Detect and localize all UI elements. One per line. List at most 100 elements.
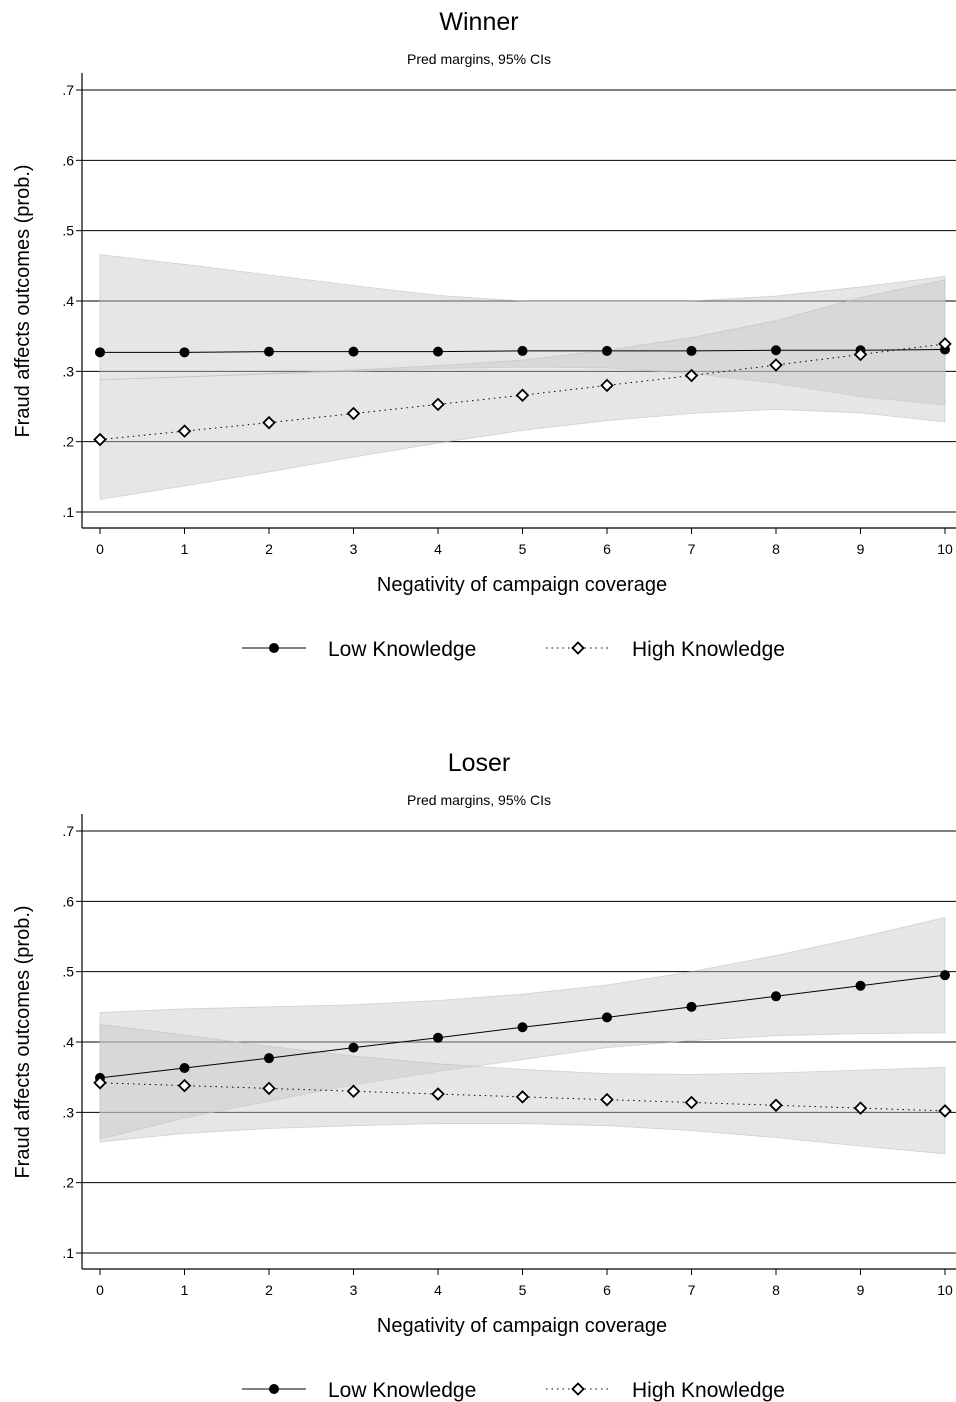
x-tick-label: 3 xyxy=(350,1282,358,1298)
x-tick-label: 5 xyxy=(519,541,527,557)
y-tick-label: .6 xyxy=(62,152,74,168)
data-point-low-knowledge xyxy=(348,346,359,357)
y-tick-label: .6 xyxy=(62,893,74,909)
x-tick-label: 9 xyxy=(857,541,865,557)
y-axis-label: Fraud affects outcomes (prob.) xyxy=(12,905,34,1178)
data-point-high-knowledge xyxy=(93,1076,107,1090)
data-point-high-knowledge xyxy=(684,368,699,383)
data-point-high-knowledge xyxy=(769,1098,783,1113)
data-point-high-knowledge xyxy=(515,1090,530,1104)
x-tick-label: 8 xyxy=(772,1282,780,1298)
data-point-high-knowledge xyxy=(177,1078,192,1093)
x-tick-label: 8 xyxy=(772,541,780,557)
data-point-high-knowledge xyxy=(600,378,614,393)
y-tick-label: .5 xyxy=(62,964,74,980)
legend-marker-low-knowledge xyxy=(269,1384,279,1394)
data-point-low-knowledge xyxy=(771,345,781,356)
x-tick-label: 7 xyxy=(688,1282,696,1298)
data-point-high-knowledge xyxy=(262,1081,276,1096)
x-tick-label: 1 xyxy=(181,541,189,557)
data-point-high-knowledge xyxy=(346,406,361,421)
data-point-low-knowledge xyxy=(602,345,612,356)
data-point-low-knowledge xyxy=(433,1032,443,1043)
data-point-low-knowledge xyxy=(95,347,105,358)
data-point-low-knowledge xyxy=(940,970,950,981)
y-axis-label: Fraud affects outcomes (prob.) xyxy=(12,164,34,437)
data-point-low-knowledge xyxy=(517,345,528,356)
y-tick-label: .7 xyxy=(62,82,74,98)
data-point-high-knowledge xyxy=(938,1104,952,1118)
legend-label-high-knowledge: High Knowledge xyxy=(632,1379,785,1402)
x-tick-label: 0 xyxy=(96,1282,104,1298)
data-point-low-knowledge xyxy=(179,347,190,358)
chart-subtitle: Pred margins, 95% CIs xyxy=(407,792,551,808)
legend: Low Knowledge High Knowledge xyxy=(242,638,785,661)
data-point-low-knowledge xyxy=(686,1001,697,1012)
chart-panel-loser: Loser Pred margins, 95% CIs .1 .2 .3 .4 .5 .6 .7… xyxy=(12,749,956,1402)
chart-panel-winner: Winner Pred margins, 95% CIs .1 .2 .3 .4 .5 .6.… xyxy=(12,8,956,661)
x-tick-label: 6 xyxy=(603,1282,611,1298)
data-point-low-knowledge xyxy=(433,346,443,357)
legend-marker-high-knowledge xyxy=(571,1382,585,1396)
data-point-high-knowledge xyxy=(431,397,445,412)
chart-subtitle: Pred margins, 95% CIs xyxy=(407,51,551,67)
data-point-high-knowledge xyxy=(600,1092,614,1107)
data-point-high-knowledge xyxy=(769,358,783,372)
data-point-high-knowledge xyxy=(853,1101,868,1115)
x-tick-label: 2 xyxy=(265,541,273,557)
data-point-low-knowledge xyxy=(179,1063,190,1074)
data-point-low-knowledge xyxy=(686,345,697,356)
data-point-low-knowledge xyxy=(264,346,274,357)
y-tick-label: .4 xyxy=(62,293,74,309)
data-point-low-knowledge xyxy=(348,1042,359,1053)
x-tick-label: 9 xyxy=(857,1282,865,1298)
x-axis-label: Negativity of campaign coverage xyxy=(377,1315,667,1337)
x-tick-label: 6 xyxy=(603,541,611,557)
data-point-low-knowledge xyxy=(517,1022,528,1033)
y-tick-label: .3 xyxy=(62,363,74,379)
data-point-low-knowledge xyxy=(771,991,781,1002)
y-tick-label: .3 xyxy=(62,1104,74,1120)
data-point-low-knowledge xyxy=(264,1053,274,1064)
x-tick-label: 2 xyxy=(265,1282,273,1298)
data-point-high-knowledge xyxy=(177,424,192,438)
y-tick-label: .2 xyxy=(62,434,74,450)
data-point-high-knowledge xyxy=(346,1084,361,1099)
y-tick-label: .1 xyxy=(62,504,74,520)
x-tick-label: 1 xyxy=(181,1282,189,1298)
x-tick-label: 5 xyxy=(519,1282,527,1298)
y-tick-label: .2 xyxy=(62,1175,74,1191)
x-axis-label: Negativity of campaign coverage xyxy=(377,574,667,596)
x-tick-label: 0 xyxy=(96,541,104,557)
data-point-low-knowledge xyxy=(602,1012,612,1023)
data-point-high-knowledge xyxy=(684,1095,699,1110)
x-tick-label: 7 xyxy=(688,541,696,557)
data-point-low-knowledge xyxy=(855,980,866,991)
x-tick-label: 4 xyxy=(434,1282,442,1298)
legend: Low Knowledge High Knowledge xyxy=(242,1379,785,1402)
legend-label-high-knowledge: High Knowledge xyxy=(632,638,785,661)
x-tick-label: 10 xyxy=(937,1282,953,1298)
legend-label-low-knowledge: Low Knowledge xyxy=(328,638,476,661)
y-tick-label: .5 xyxy=(62,223,74,239)
data-point-high-knowledge xyxy=(515,388,530,403)
series-line-high-knowledge xyxy=(99,1082,946,1112)
y-tick-label: .1 xyxy=(62,1245,74,1261)
data-point-high-knowledge xyxy=(431,1087,445,1101)
ci-band-high-knowledge xyxy=(99,1023,946,1155)
data-point-high-knowledge xyxy=(262,415,276,430)
y-tick-label: .7 xyxy=(62,823,74,839)
data-point-high-knowledge xyxy=(93,432,107,447)
legend-marker-high-knowledge xyxy=(571,641,585,655)
chart-title: Loser xyxy=(448,749,511,777)
x-tick-label: 4 xyxy=(434,541,442,557)
data-point-high-knowledge xyxy=(853,347,868,362)
legend-marker-low-knowledge xyxy=(269,643,279,653)
chart-title: Winner xyxy=(439,8,518,36)
y-tick-label: .4 xyxy=(62,1034,74,1050)
x-tick-label: 3 xyxy=(350,541,358,557)
legend-label-low-knowledge: Low Knowledge xyxy=(328,1379,476,1402)
x-tick-label: 10 xyxy=(937,541,953,557)
data-point-high-knowledge xyxy=(938,337,952,351)
